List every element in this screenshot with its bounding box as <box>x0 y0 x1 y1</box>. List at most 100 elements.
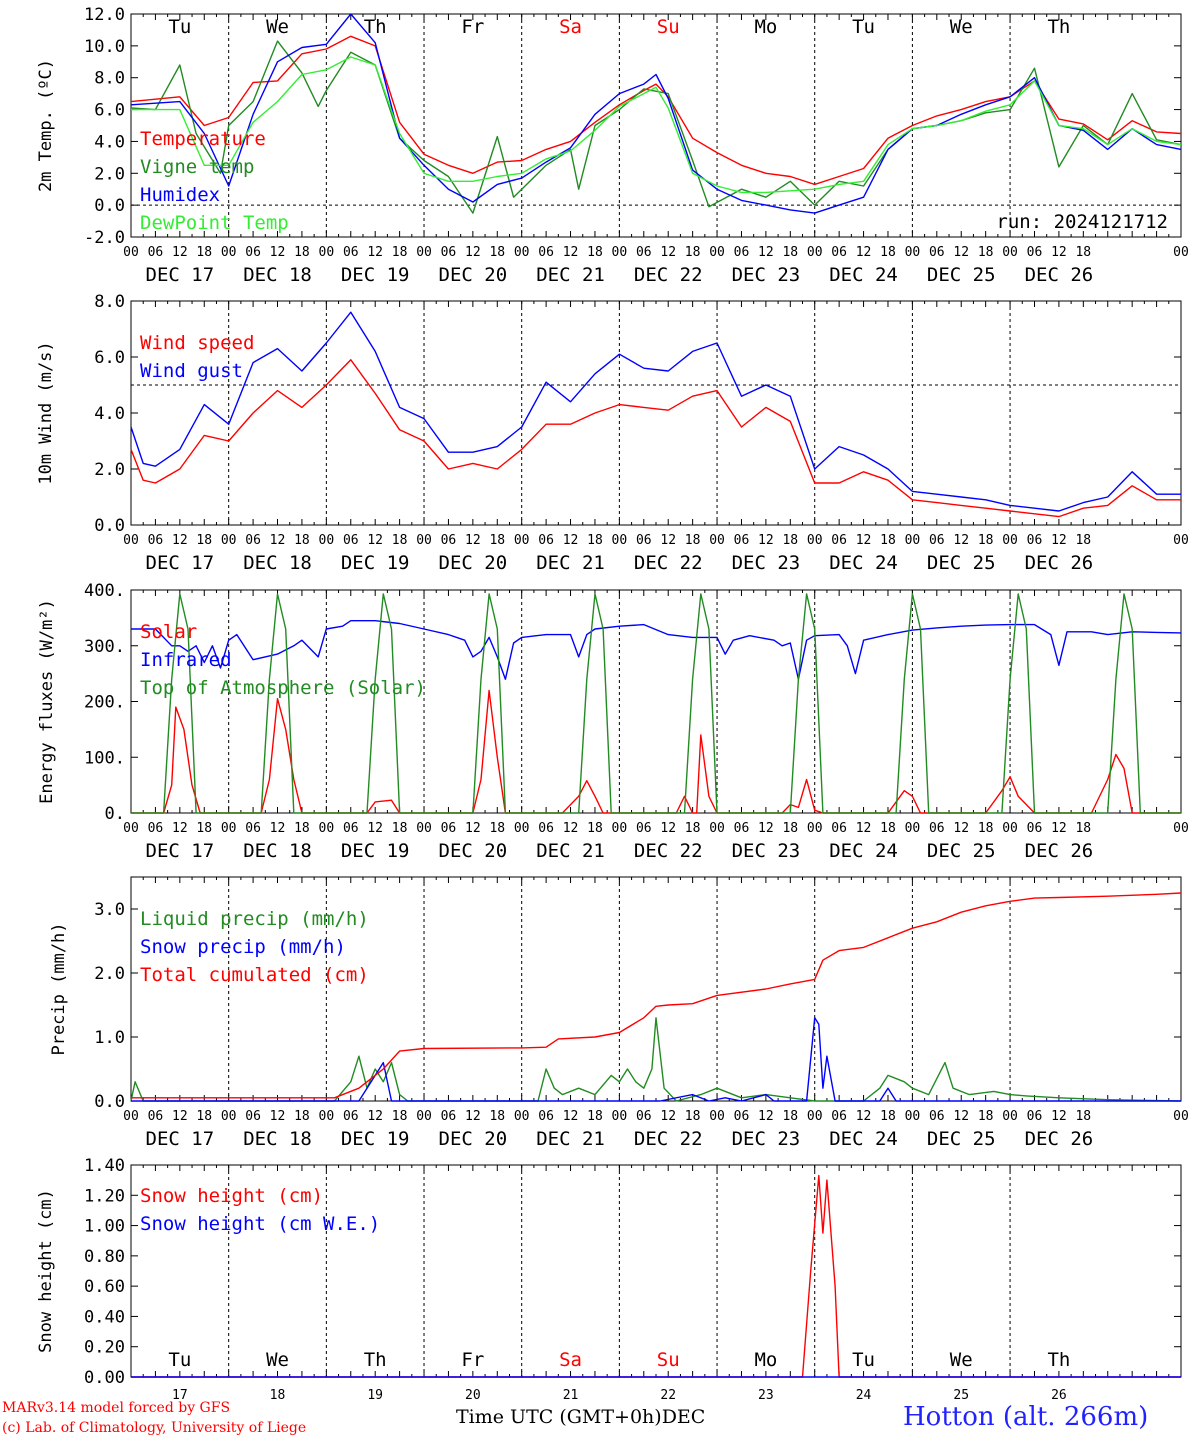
hour-label: 18 <box>392 533 408 548</box>
date-label: DEC 18 <box>243 840 312 862</box>
hour-label: 18 <box>782 821 798 836</box>
y-tick-label: 2.0 <box>94 964 125 984</box>
hour-label: 00 <box>807 1109 823 1124</box>
hour-label: 00 <box>807 533 823 548</box>
hour-label: 06 <box>441 245 457 260</box>
date-label: DEC 19 <box>341 264 410 286</box>
hour-label: 06 <box>538 245 554 260</box>
series-liquid-precip-mm-h- <box>130 1017 1182 1102</box>
hour-label: 12 <box>953 533 969 548</box>
run-label: run: 2024121712 <box>996 211 1168 233</box>
hour-label: 06 <box>734 245 750 260</box>
weekday-label-top: Mo <box>754 16 777 38</box>
y-axis-label: 10m Wind (m/s) <box>36 341 56 484</box>
series-infrared <box>131 620 1182 680</box>
hour-label: 18 <box>196 1109 212 1124</box>
hour-label: 12 <box>856 533 872 548</box>
y-tick-label: 0.40 <box>84 1307 125 1327</box>
hour-label: 06 <box>1027 533 1043 548</box>
hour-label: 00 <box>905 821 921 836</box>
hour-label: 00 <box>612 821 628 836</box>
hour-label: 12 <box>367 533 383 548</box>
series-solar <box>131 689 1181 814</box>
hour-label: 06 <box>831 1109 847 1124</box>
date-label: DEC 26 <box>1025 1128 1094 1150</box>
legend-entry: DewPoint Temp <box>140 212 289 234</box>
series-dewpoint-temp <box>131 56 1182 194</box>
hour-label: 00 <box>319 821 335 836</box>
date-label: DEC 22 <box>634 1128 703 1150</box>
hour-label: 12 <box>172 1109 188 1124</box>
hour-label: 18 <box>489 821 505 836</box>
y-tick-label: 4.0 <box>94 132 125 152</box>
hour-label: 00 <box>1002 533 1018 548</box>
hour-label: 12 <box>465 245 481 260</box>
hour-label: 00 <box>612 245 628 260</box>
hour-label: 18 <box>294 821 310 836</box>
date-label: DEC 17 <box>146 264 215 286</box>
legend-entry: Top of Atmosphere (Solar) <box>140 677 426 699</box>
weekday-label-top: Su <box>657 16 680 38</box>
hour-label: 12 <box>758 821 774 836</box>
series-snow-precip-mm-h- <box>131 1017 1181 1102</box>
y-tick-label: 0.80 <box>84 1247 125 1267</box>
hour-label: 06 <box>441 533 457 548</box>
hour-label: 06 <box>636 533 652 548</box>
hour-label: 12 <box>270 533 286 548</box>
date-label: DEC 23 <box>732 1128 801 1150</box>
hour-label: 18 <box>196 245 212 260</box>
weekday-label-bottom: We <box>266 1349 289 1371</box>
hour-label: 06 <box>343 533 359 548</box>
day-number: 18 <box>270 1388 286 1403</box>
hour-label: 18 <box>587 821 603 836</box>
weekday-label-top: Sa <box>559 16 582 38</box>
hour-label: 06 <box>245 821 261 836</box>
hour-label: 00 <box>612 533 628 548</box>
hour-label: 00 <box>1173 1109 1189 1124</box>
panel-precip: 0.0 1.0 2.0 3.0 Precip (mm/h) Liquid precip (… <box>49 876 1189 1150</box>
weekday-label-top: Tu <box>852 16 875 38</box>
hour-label: 06 <box>538 821 554 836</box>
date-label: DEC 19 <box>341 552 410 574</box>
hour-label: 00 <box>416 245 432 260</box>
legend-entry: Total cumulated (cm) <box>140 964 369 986</box>
hour-label: 12 <box>270 1109 286 1124</box>
date-label: DEC 20 <box>439 264 508 286</box>
date-label: DEC 22 <box>634 264 703 286</box>
hour-label: 12 <box>367 1109 383 1124</box>
hour-label: 06 <box>1027 245 1043 260</box>
date-label: DEC 22 <box>634 840 703 862</box>
series-snow-height-cm- <box>131 1174 1181 1378</box>
y-tick-label: 300. <box>84 637 125 657</box>
hour-label: 00 <box>416 821 432 836</box>
y-tick-label: 0.0 <box>94 516 125 536</box>
hour-label: 18 <box>587 245 603 260</box>
y-tick-label: 0.60 <box>84 1277 125 1297</box>
hour-label: 06 <box>538 1109 554 1124</box>
y-axis-label: 2m Temp. (ºC) <box>36 59 56 192</box>
hour-label: 00 <box>221 821 237 836</box>
y-axis-label: Snow height (cm) <box>36 1189 56 1353</box>
legend-entry: Snow height (cm) <box>140 1185 323 1207</box>
plot-frame <box>130 13 1182 238</box>
weekday-label-top: Fr <box>461 16 484 38</box>
weekday-label-top: We <box>950 16 973 38</box>
hour-label: 00 <box>123 1109 139 1124</box>
hour-label: 06 <box>148 245 164 260</box>
hour-label: 06 <box>734 1109 750 1124</box>
hour-label: 06 <box>929 533 945 548</box>
hour-label: 06 <box>929 1109 945 1124</box>
hour-label: 18 <box>392 1109 408 1124</box>
hour-label: 18 <box>978 1109 994 1124</box>
date-label: DEC 24 <box>829 840 898 862</box>
y-tick-label: 0. <box>105 804 125 824</box>
y-tick-label: 8.0 <box>94 69 125 89</box>
hour-label: 12 <box>953 1109 969 1124</box>
hour-label: 12 <box>563 821 579 836</box>
hour-label: 18 <box>1075 245 1091 260</box>
hour-label: 06 <box>929 821 945 836</box>
hour-label: 18 <box>392 821 408 836</box>
weekday-label-top: We <box>266 16 289 38</box>
date-label: DEC 18 <box>243 1128 312 1150</box>
date-label: DEC 23 <box>732 552 801 574</box>
